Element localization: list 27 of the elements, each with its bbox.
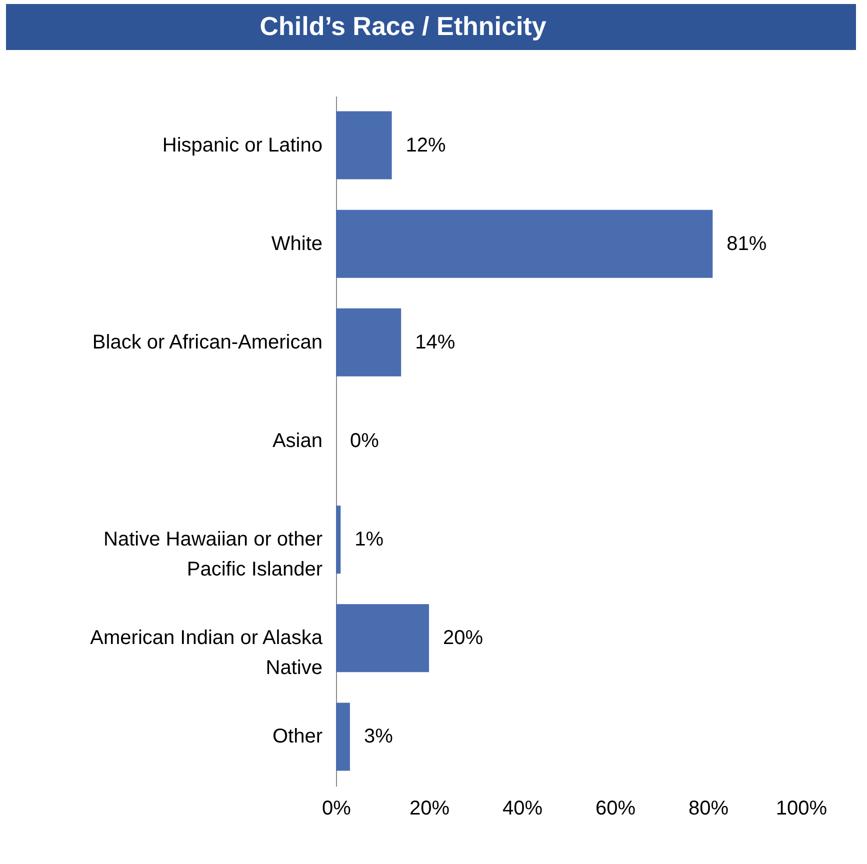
data-label: 81% — [726, 232, 767, 255]
bar — [336, 111, 392, 180]
bar — [336, 506, 341, 574]
x-tick-label: 40% — [502, 798, 543, 820]
x-tick-label: 20% — [409, 798, 450, 820]
x-tick-label: 0% — [322, 798, 352, 820]
x-tick-label: 80% — [688, 798, 729, 820]
bar — [336, 210, 713, 278]
data-label: 20% — [443, 627, 484, 650]
data-label: 3% — [364, 726, 394, 748]
y-tick-label: Asian — [272, 430, 322, 452]
data-label: 0% — [350, 430, 380, 452]
y-tick-label: Hispanic or Latino — [162, 134, 322, 156]
data-label: 14% — [415, 331, 456, 354]
y-tick-label: Native Hawaiian or other Pacific Islander — [104, 528, 323, 581]
y-tick-label: Other — [272, 726, 323, 748]
y-tick-label: White — [271, 232, 322, 255]
x-tick-label: 100% — [776, 798, 828, 820]
y-tick-label: Black or African-American — [92, 331, 322, 354]
chart-title: Child’s Race / Ethnicity — [260, 11, 547, 41]
bar — [336, 604, 429, 672]
data-label: 12% — [406, 134, 446, 156]
y-tick-label: American Indian or Alaska Native — [90, 627, 324, 680]
x-tick-label: 60% — [595, 798, 636, 820]
data-label: 1% — [354, 528, 384, 551]
bar — [336, 308, 402, 376]
bar — [336, 702, 350, 771]
